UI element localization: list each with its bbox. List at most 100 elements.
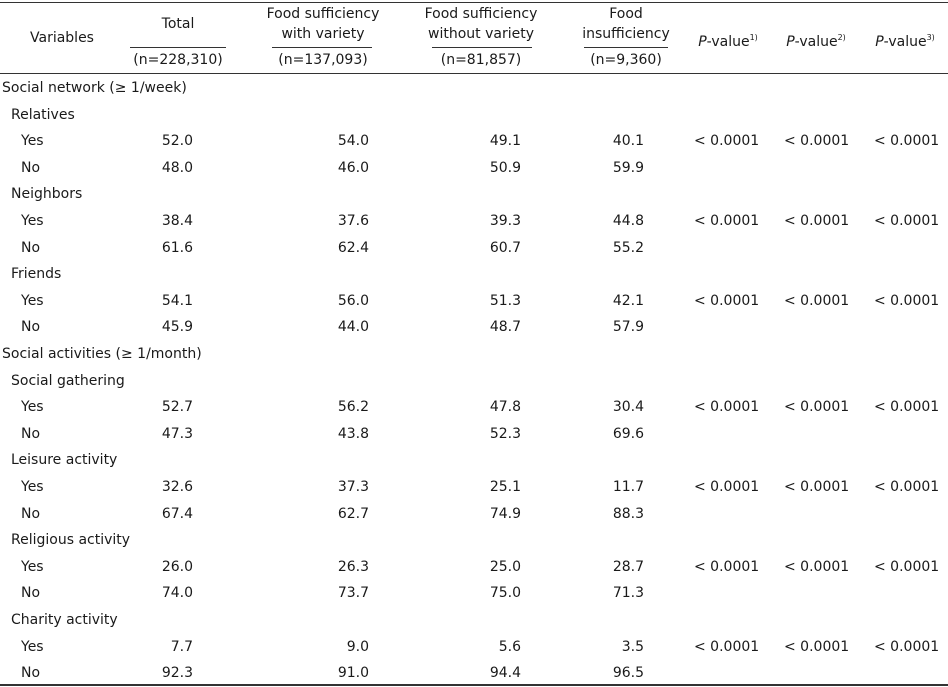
value-cell: 74.0: [161, 585, 193, 602]
value-cell: 55.2: [612, 239, 644, 256]
value-cell: 51.3: [489, 292, 521, 309]
value-cell: 60.7: [489, 239, 521, 256]
row-label: Yes: [21, 558, 44, 575]
value-cell: 62.7: [337, 505, 369, 522]
value-cell: 71.3: [612, 585, 644, 602]
group-name: Friends: [11, 266, 62, 283]
p-value-cell: < 0.0001: [874, 479, 940, 495]
p-value-cell: < 0.0001: [784, 558, 850, 575]
value-cell: 48.7: [489, 319, 521, 336]
value-cell: 88.3: [612, 505, 644, 522]
p-value-cell: < 0.0001: [694, 399, 760, 416]
row-label: Yes: [21, 292, 44, 309]
value-cell: 49.1: [489, 133, 521, 150]
value-cell: 25.1: [489, 479, 521, 495]
top-rule: [0, 2, 948, 3]
row-label: No: [21, 505, 41, 522]
header-p-value-3: P-value3): [875, 33, 935, 50]
value-cell: 44.8: [612, 213, 644, 229]
bottom-rule: [0, 684, 948, 686]
p-value-cell: < 0.0001: [874, 133, 940, 150]
value-cell: 73.7: [337, 585, 369, 602]
row-label: Yes: [21, 399, 44, 416]
p-value-cell: < 0.0001: [694, 479, 760, 495]
value-cell: 52.0: [161, 133, 193, 150]
col2-underline: [432, 47, 532, 48]
col3-underline: [584, 47, 668, 48]
value-cell: 26.0: [161, 558, 193, 575]
p-value-cell: < 0.0001: [694, 133, 760, 150]
header-rule: [0, 73, 948, 74]
header-food-sufficiency-without-variety: Food sufficiency without variety: [424, 6, 538, 42]
row-label: Yes: [21, 213, 44, 229]
row-label: No: [21, 159, 41, 176]
value-cell: 26.3: [337, 558, 369, 575]
header-col1-n: (n=137,093): [278, 52, 368, 68]
p-value-cell: < 0.0001: [874, 558, 940, 575]
p-value-cell: < 0.0001: [874, 213, 940, 229]
value-cell: 54.1: [161, 292, 193, 309]
value-cell: 32.6: [161, 479, 193, 495]
value-cell: 39.3: [489, 213, 521, 229]
value-cell: 28.7: [612, 558, 644, 575]
section-title: Social activities (≥ 1/month): [2, 346, 202, 362]
value-cell: 37.6: [337, 213, 369, 229]
value-cell: 61.6: [161, 239, 193, 256]
value-cell: 50.9: [489, 159, 521, 176]
row-label: No: [21, 585, 41, 602]
group-name: Religious activity: [11, 532, 131, 549]
value-cell: 56.0: [337, 292, 369, 309]
value-cell: 37.3: [337, 479, 369, 495]
value-cell: 67.4: [161, 505, 193, 522]
header-p-value-1: P-value1): [698, 33, 758, 50]
p-value-cell: < 0.0001: [784, 399, 850, 416]
p-value-cell: < 0.0001: [784, 292, 850, 309]
row-label: Yes: [21, 479, 44, 495]
row-label: No: [21, 665, 41, 682]
value-cell: 46.0: [337, 159, 369, 176]
header-food-insufficiency: Food insufficiency: [582, 6, 670, 42]
value-cell: 62.4: [337, 239, 369, 256]
row-label: Yes: [21, 133, 44, 150]
group-name: Neighbors: [11, 186, 83, 203]
value-cell: 59.9: [612, 159, 644, 176]
value-cell: 45.9: [161, 319, 193, 336]
value-cell: 94.4: [489, 665, 521, 682]
value-cell: 43.8: [337, 425, 369, 442]
row-label: No: [21, 425, 41, 442]
value-cell: 69.6: [612, 425, 644, 442]
p-value-cell: < 0.0001: [784, 133, 850, 150]
p-value-cell: < 0.0001: [694, 213, 760, 229]
value-cell: 5.6: [498, 638, 521, 655]
value-cell: 30.4: [612, 399, 644, 416]
value-cell: 74.9: [489, 505, 521, 522]
row-label: No: [21, 319, 41, 336]
header-total-n: (n=228,310): [133, 52, 223, 68]
row-label: No: [21, 239, 41, 256]
col1-underline: [272, 47, 372, 48]
header-col3-n: (n=9,360): [590, 52, 662, 68]
value-cell: 42.1: [612, 292, 644, 309]
p-value-cell: < 0.0001: [874, 292, 940, 309]
value-cell: 48.0: [161, 159, 193, 176]
value-cell: 40.1: [612, 133, 644, 150]
p-value-cell: < 0.0001: [694, 558, 760, 575]
value-cell: 7.7: [170, 638, 193, 655]
value-cell: 11.7: [612, 479, 644, 495]
value-cell: 96.5: [612, 665, 644, 682]
header-food-sufficiency-with-variety: Food sufficiency with variety: [266, 6, 380, 42]
value-cell: 9.0: [346, 638, 369, 655]
header-total: Total: [161, 16, 195, 32]
group-name: Leisure activity: [11, 452, 118, 469]
value-cell: 25.0: [489, 558, 521, 575]
value-cell: 52.3: [489, 425, 521, 442]
p-value-cell: < 0.0001: [694, 292, 760, 309]
value-cell: 47.8: [489, 399, 521, 416]
p-value-cell: < 0.0001: [874, 399, 940, 416]
header-col2-n: (n=81,857): [440, 52, 522, 68]
p-value-cell: < 0.0001: [784, 638, 850, 655]
p-value-cell: < 0.0001: [874, 638, 940, 655]
section-title: Social network (≥ 1/week): [2, 80, 187, 96]
group-name: Social gathering: [11, 372, 125, 389]
value-cell: 44.0: [337, 319, 369, 336]
